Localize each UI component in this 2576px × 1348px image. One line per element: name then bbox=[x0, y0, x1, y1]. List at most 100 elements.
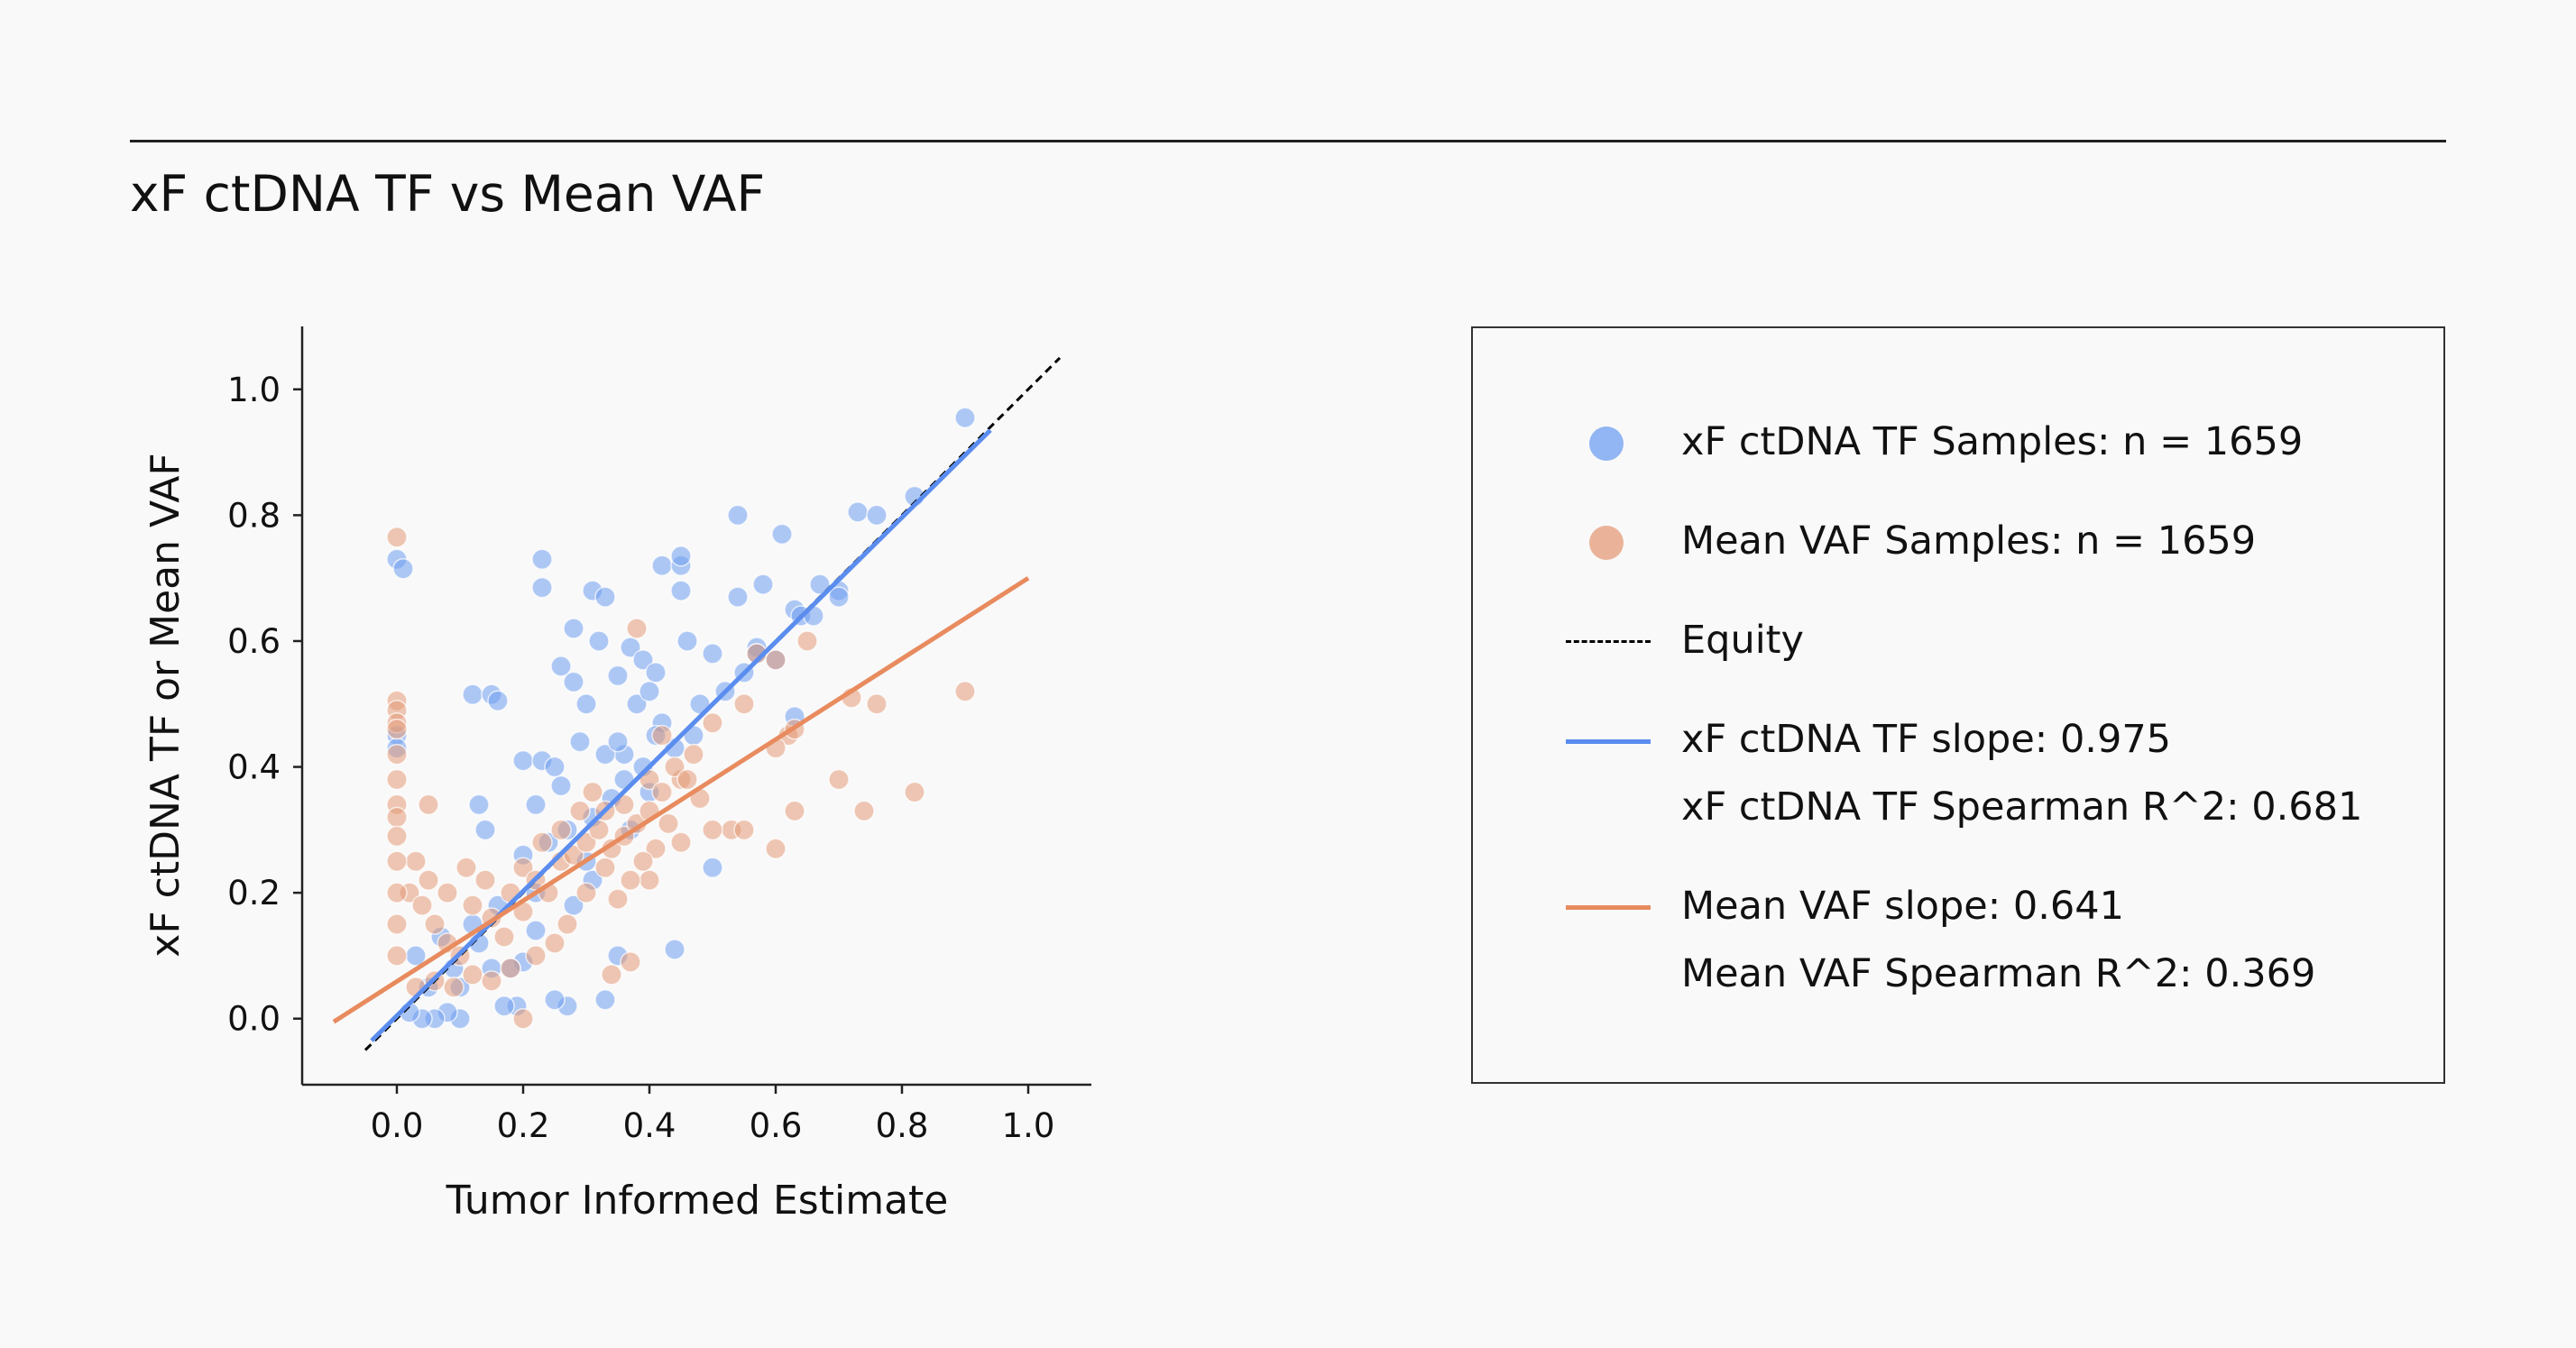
vaf-point bbox=[575, 831, 597, 854]
xf-point bbox=[563, 618, 584, 639]
vaf-point bbox=[904, 781, 925, 803]
vaf-point bbox=[525, 945, 547, 967]
vaf-point bbox=[418, 793, 439, 816]
vaf-point bbox=[569, 800, 591, 822]
vaf-point bbox=[493, 926, 515, 948]
lines-layer bbox=[332, 356, 1062, 1051]
xf-point bbox=[670, 545, 692, 567]
vaf-point bbox=[733, 819, 755, 841]
xf-point bbox=[727, 586, 749, 608]
legend bbox=[1471, 326, 2445, 1084]
vaf-point bbox=[632, 850, 654, 872]
vaf-point bbox=[386, 913, 408, 935]
vaf-point bbox=[588, 819, 610, 841]
vaf-point bbox=[651, 781, 673, 803]
legend-label-xf-samples: xF ctDNA TF Samples: n = 1659 bbox=[1681, 419, 2304, 464]
xf-point bbox=[645, 662, 667, 683]
vaf-point bbox=[512, 857, 534, 878]
xf-point bbox=[569, 730, 591, 753]
vaf-point bbox=[405, 850, 427, 872]
vaf-point bbox=[455, 857, 477, 878]
legend-marker-vaf-slope bbox=[1566, 905, 1651, 910]
legend-label-vaf-spearman: Mean VAF Spearman R^2: 0.369 bbox=[1681, 951, 2316, 996]
xf-point bbox=[392, 557, 414, 580]
xf-point bbox=[607, 730, 629, 753]
legend-label-vaf-slope: Mean VAF slope: 0.641 bbox=[1681, 884, 2124, 929]
xf-point bbox=[664, 939, 685, 960]
xf-point bbox=[525, 920, 547, 941]
vaf-point bbox=[954, 681, 976, 702]
xf-point bbox=[550, 656, 572, 677]
vaf-point bbox=[437, 882, 458, 903]
vaf-point bbox=[550, 819, 572, 841]
vaf-point bbox=[594, 857, 616, 878]
vaf-point bbox=[386, 945, 408, 967]
vaf-point bbox=[411, 894, 433, 916]
vaf-point bbox=[765, 649, 787, 671]
xf-point bbox=[474, 819, 496, 841]
vaf-point bbox=[481, 970, 502, 992]
xf-point bbox=[771, 523, 793, 546]
xf-point bbox=[670, 580, 692, 601]
xf-point bbox=[575, 693, 597, 715]
xf-point bbox=[620, 637, 641, 658]
xf-point bbox=[493, 995, 515, 1017]
xf-point bbox=[676, 630, 698, 652]
y-tick-label: 0.0 bbox=[227, 1000, 281, 1039]
legend-label-equity: Equity bbox=[1681, 618, 1804, 663]
xf-point bbox=[639, 681, 660, 702]
vaf-point bbox=[582, 781, 603, 803]
vaf-point bbox=[651, 724, 673, 747]
vaf-point bbox=[575, 882, 597, 903]
xf-slope-line bbox=[370, 428, 992, 1042]
y-tick-label: 0.4 bbox=[227, 748, 281, 787]
xf-point bbox=[462, 683, 483, 706]
vaf-point bbox=[386, 825, 408, 848]
xf-point bbox=[544, 989, 566, 1011]
xf-point bbox=[563, 671, 584, 693]
xf-point bbox=[550, 775, 572, 797]
xf-point bbox=[487, 690, 509, 712]
axes-layer: 0.0 0.2 0.4 0.6 0.8 1.0 0.0 0.2 0.4 0.6 0.8 1.0 bbox=[227, 326, 1091, 1145]
xf-point bbox=[525, 793, 547, 816]
vaf-point bbox=[683, 743, 704, 766]
vaf-point bbox=[658, 812, 679, 835]
legend-label-xf-spearman: xF ctDNA TF Spearman R^2: 0.681 bbox=[1681, 784, 2363, 830]
vaf-point bbox=[645, 838, 667, 860]
vaf-point bbox=[418, 869, 439, 891]
vaf-point bbox=[386, 882, 408, 903]
vaf-point bbox=[853, 800, 875, 822]
vaf-point bbox=[784, 800, 805, 822]
vaf-point bbox=[563, 844, 584, 867]
vaf-point bbox=[866, 693, 888, 715]
xf-point bbox=[954, 407, 976, 428]
xf-point bbox=[563, 894, 584, 916]
xf-point bbox=[607, 665, 629, 687]
xf-point bbox=[594, 743, 616, 766]
y-tick-label: 0.2 bbox=[227, 874, 281, 912]
xf-point bbox=[588, 630, 610, 652]
vaf-point bbox=[765, 838, 787, 860]
xf-point bbox=[531, 576, 553, 599]
xf-point bbox=[702, 857, 723, 878]
x-tick-label: 0.2 bbox=[497, 1106, 550, 1145]
xf-point bbox=[752, 573, 774, 595]
xf-point bbox=[866, 504, 888, 527]
legend-marker-xf-slope bbox=[1566, 739, 1651, 744]
legend-marker-vaf-samples bbox=[1589, 526, 1624, 560]
xf-point bbox=[651, 555, 673, 576]
vaf-point bbox=[620, 869, 641, 891]
xf-point bbox=[512, 749, 534, 772]
vaf-point bbox=[544, 932, 566, 954]
y-tick-label: 1.0 bbox=[227, 371, 281, 409]
xf-point bbox=[468, 793, 490, 816]
x-tick-label: 1.0 bbox=[1002, 1106, 1055, 1145]
vaf-point bbox=[443, 977, 465, 998]
vaf-point bbox=[733, 693, 755, 715]
vaf-point bbox=[386, 850, 408, 872]
vaf-point bbox=[386, 768, 408, 791]
vaf-point bbox=[676, 768, 698, 791]
vaf-point bbox=[620, 951, 641, 973]
vaf-point bbox=[613, 793, 635, 816]
x-tick-label: 0.6 bbox=[750, 1106, 803, 1145]
